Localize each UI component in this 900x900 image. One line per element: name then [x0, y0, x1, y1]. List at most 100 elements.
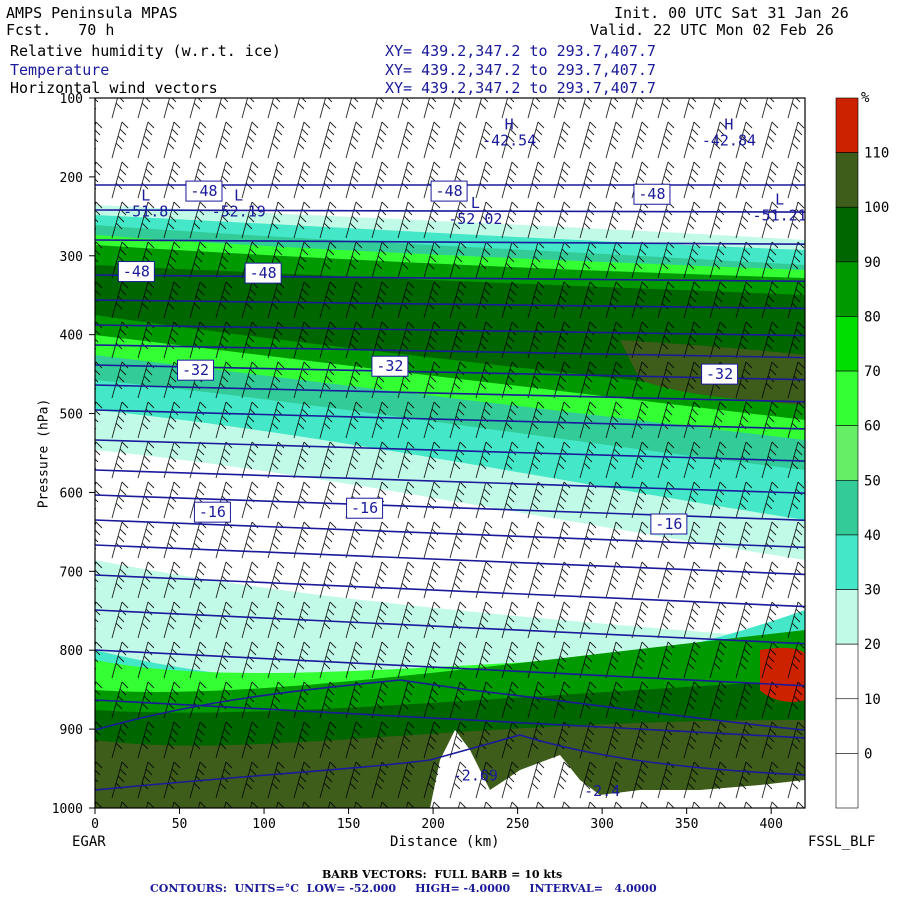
- contour-label: -32: [376, 357, 403, 375]
- contour-label: -48: [638, 185, 665, 203]
- colorbar-tick-label: 90: [864, 255, 881, 271]
- contour-label: -48: [436, 182, 463, 200]
- contour-label-box: [185, 180, 223, 202]
- contour-label: -16: [655, 515, 682, 533]
- extremum-letter: L: [234, 186, 243, 204]
- x-tick-label: 0: [91, 817, 99, 832]
- left-station-label: EGAR: [72, 834, 106, 850]
- wind-barbs: [95, 98, 805, 808]
- colorbar-tick-label: 110: [864, 146, 889, 162]
- x-tick-label: 250: [506, 817, 529, 832]
- contour-label-box: [117, 261, 155, 283]
- colorbar-swatch: [835, 97, 859, 153]
- colorbar-tick-label: 20: [864, 637, 881, 653]
- extremum-letter: H: [724, 115, 733, 133]
- temperature-contour: [95, 344, 805, 359]
- extremum-value: -42.84: [702, 131, 756, 149]
- colorbar-tick-label: 60: [864, 419, 881, 435]
- temperature-contour: [95, 209, 805, 213]
- xy-coords-2: XY= 439.2,347.2 to 293.7,407.7: [385, 61, 656, 79]
- temperature-contour: [95, 409, 805, 430]
- temperature-contour: [95, 439, 805, 462]
- temperature-contour: [95, 274, 805, 283]
- y-tick-label: 200: [60, 171, 83, 186]
- init-time: Init. 00 UTC Sat 31 Jan 26: [614, 4, 849, 22]
- colorbar-swatch: [835, 698, 859, 754]
- x-tick-label: 400: [759, 817, 782, 832]
- field-temp-label: Temperature: [10, 61, 110, 79]
- field-wind-label: Horizontal wind vectors: [10, 79, 218, 97]
- contour-legend: CONTOURS: UNITS=°C LOW= -52.000 HIGH= -4…: [150, 882, 657, 895]
- colorbar-swatch: [835, 261, 859, 317]
- contour-label: -32: [182, 361, 209, 379]
- temperature-contour: [95, 649, 805, 687]
- extremum-value: -2.69: [453, 766, 498, 784]
- temperature-contour: [95, 469, 805, 494]
- valid-time: Valid. 22 UTC Mon 02 Feb 26: [590, 21, 834, 39]
- field-rh-label: Relative humidity (w.r.t. ice): [10, 42, 281, 60]
- temperature-contour: [95, 544, 805, 576]
- extremum-value: -52.19: [212, 202, 266, 220]
- extremum-value: -51.8: [123, 202, 168, 220]
- temperature-contour: [95, 574, 805, 608]
- colorbar-tick-label: 40: [864, 528, 881, 544]
- y-tick-label: 900: [60, 723, 83, 738]
- temperature-contour: [95, 679, 805, 731]
- y-tick-label: 700: [60, 565, 83, 580]
- right-station-label: FSSL_BLF: [808, 834, 876, 850]
- temperature-contour: [95, 734, 805, 791]
- x-tick-label: 350: [675, 817, 698, 832]
- colorbar-swatch: [835, 370, 859, 426]
- contour-label-box: [701, 363, 739, 385]
- contour-label: -32: [706, 365, 733, 383]
- colorbar-tick-label: 30: [864, 583, 881, 599]
- contour-label-box: [177, 359, 215, 381]
- forecast-hour: Fcst. 70 h: [6, 21, 115, 39]
- colorbar-tick-label: 70: [864, 364, 881, 380]
- contour-label-box: [633, 183, 671, 205]
- temperature-contour: [95, 384, 805, 403]
- contour-label-box: [371, 355, 409, 377]
- temperature-contour: [95, 699, 805, 739]
- y-tick-label: 300: [60, 250, 83, 265]
- y-tick-label: 800: [60, 644, 83, 659]
- colorbar-tick-label: 50: [864, 473, 881, 489]
- colorbar-tick-label: 0: [864, 746, 872, 762]
- x-tick-label: 200: [421, 817, 444, 832]
- contour-label: -48: [250, 264, 277, 282]
- extremum-letter: L: [471, 194, 480, 212]
- extremum-value: -52.02: [448, 210, 502, 228]
- contour-label-box: [650, 513, 688, 535]
- colorbar-swatch: [835, 206, 859, 263]
- y-tick-label: 1000: [52, 802, 83, 817]
- colorbar-swatch: [835, 643, 859, 700]
- colorbar-tick-label: 10: [864, 692, 881, 708]
- colorbar-tick-label: 100: [864, 200, 889, 216]
- extremum-letter: L: [775, 190, 784, 208]
- contour-label: -16: [351, 499, 378, 517]
- contour-label-box: [346, 497, 384, 519]
- temperature-contour: [95, 239, 805, 246]
- colorbar-swatch: [835, 534, 859, 590]
- colorbar-swatch: [835, 152, 859, 208]
- y-tick-label: 100: [60, 92, 83, 107]
- colorbar-swatch: [835, 589, 859, 645]
- contour-label: -16: [199, 503, 226, 521]
- x-tick-label: 50: [172, 817, 188, 832]
- x-tick-label: 300: [590, 817, 613, 832]
- y-axis-label: Pressure (hPa): [36, 398, 52, 509]
- xy-coords-3: XY= 439.2,347.2 to 293.7,407.7: [385, 79, 656, 97]
- temperature-contour: [95, 324, 805, 337]
- colorbar-tick-label: 80: [864, 309, 881, 325]
- contour-label: -48: [190, 182, 217, 200]
- colorbar-unit: %: [861, 90, 870, 106]
- x-tick-label: 100: [252, 817, 275, 832]
- model-title: AMPS Peninsula MPAS: [6, 4, 178, 22]
- extremum-value: -51.21: [753, 206, 807, 224]
- contour-label-box: [430, 180, 468, 202]
- temperature-contour: [95, 299, 805, 310]
- temperature-contour: [95, 609, 805, 645]
- contour-label-box: [244, 262, 282, 284]
- y-tick-label: 600: [60, 486, 83, 501]
